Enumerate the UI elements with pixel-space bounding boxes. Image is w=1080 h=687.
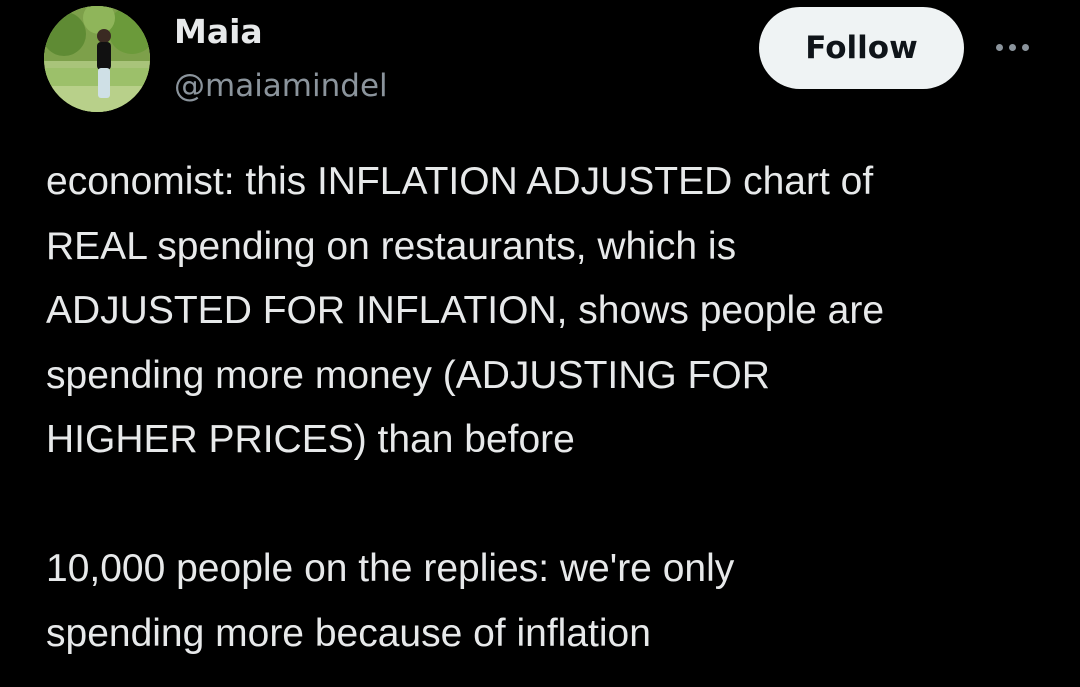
paragraph-gap [46, 473, 1046, 538]
more-options-button[interactable] [988, 32, 1036, 62]
tweet-line: economist: this INFLATION ADJUSTED chart… [46, 160, 874, 203]
tweet-line: HIGHER PRICES) than before [46, 418, 575, 461]
tweet-line: 10,000 people on the replies: we're only [46, 547, 735, 590]
tweet-line: ADJUSTED FOR INFLATION, shows people are [46, 289, 885, 332]
more-horizontal-icon-dot [1008, 43, 1016, 51]
tweet-line: spending more because of inflation [46, 611, 651, 655]
user-handle[interactable]: @maiamindel [174, 68, 388, 104]
profile-photo-icon [44, 6, 150, 112]
avatar[interactable] [44, 6, 150, 112]
tweet-line: spending more money (ADJUSTING FOR [46, 353, 770, 397]
more-horizontal-icon-dot [1021, 43, 1029, 51]
more-horizontal-icon [995, 43, 1003, 51]
follow-button[interactable]: Follow [759, 7, 964, 89]
tweet-line: REAL spending on restaurants, which is [46, 224, 737, 268]
tweet-text: economist: this INFLATION ADJUSTED chart… [46, 150, 1046, 666]
display-name[interactable]: Maia [174, 12, 263, 51]
